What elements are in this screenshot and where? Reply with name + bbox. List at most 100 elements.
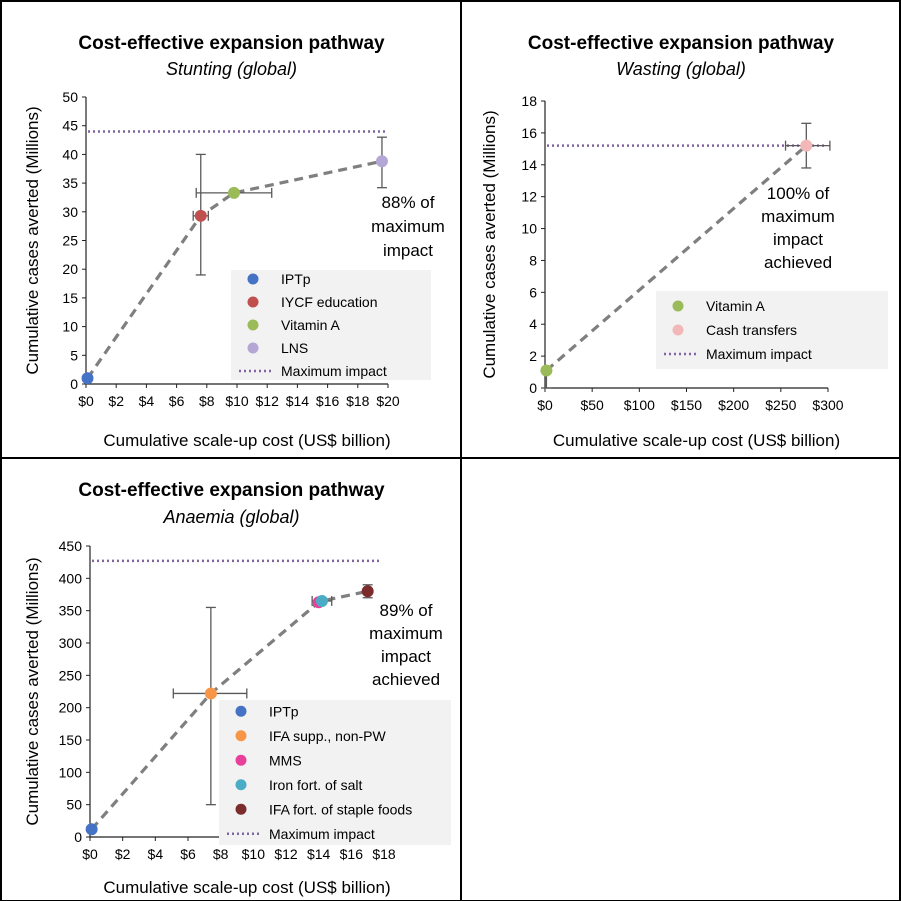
x-tick-label: $10 (225, 393, 249, 409)
legend-marker (247, 273, 259, 285)
y-tick-label: 40 (62, 146, 78, 162)
y-tick-label: 4 (529, 316, 537, 332)
chart-2: Cost-effective expansion pathway Wasting … (480, 33, 888, 450)
y-tick-label: 12 (521, 189, 537, 205)
legend-marker (235, 803, 247, 815)
data-point (375, 155, 388, 168)
legend-label: Vitamin A (706, 298, 766, 314)
y-tick-label: 30 (62, 204, 78, 220)
x-axis-label: Cumulative scale-up cost (US$ billion) (103, 431, 390, 450)
legend-label: Maximum impact (706, 346, 812, 362)
x-tick-label: $8 (199, 393, 215, 409)
y-tick-label: 5 (70, 347, 78, 363)
x-tick-label: $2 (108, 393, 124, 409)
y-axis-label: Cumulative cases averted (Millions) (23, 106, 42, 374)
x-axis-label: Cumulative scale-up cost (US$ billion) (553, 431, 840, 450)
legend-marker (235, 754, 247, 766)
legend-label: Iron fort. of salt (269, 777, 362, 793)
chart-3: Cost-effective expansion pathway Anaemia … (23, 480, 451, 897)
data-point (800, 139, 813, 152)
y-tick-label: 200 (59, 700, 83, 716)
impact-annotation: achieved (764, 253, 832, 272)
impact-annotation: impact (381, 647, 431, 666)
y-tick-label: 16 (521, 125, 537, 141)
x-tick-label: $0 (78, 393, 94, 409)
y-tick-label: 50 (66, 797, 82, 813)
y-tick-label: 35 (62, 175, 78, 191)
y-tick-label: 18 (521, 93, 537, 109)
impact-annotation: 100% of (767, 184, 830, 203)
legend-marker (235, 705, 247, 717)
y-tick-label: 350 (59, 603, 83, 619)
legend-label: IFA supp., non-PW (269, 728, 387, 744)
x-tick-label: $250 (765, 397, 796, 413)
legend-box (656, 291, 888, 369)
legend-label: Maximum impact (281, 363, 387, 379)
x-tick-label: $8 (213, 846, 229, 862)
y-tick-label: 10 (62, 319, 78, 335)
impact-annotation: impact (383, 241, 433, 260)
x-tick-label: $14 (307, 846, 331, 862)
legend-label: IPTp (281, 271, 311, 287)
x-tick-label: $16 (340, 846, 364, 862)
x-tick-label: $12 (256, 393, 280, 409)
data-point (227, 186, 240, 199)
x-tick-label: $14 (286, 393, 310, 409)
y-tick-label: 45 (62, 118, 78, 134)
y-axis-label: Cumulative cases averted (Millions) (23, 557, 42, 825)
chart-subtitle: Anaemia (global) (162, 507, 299, 527)
legend-label: IYCF education (281, 294, 378, 310)
x-tick-label: $4 (148, 846, 164, 862)
impact-annotation: achieved (372, 670, 440, 689)
y-tick-label: 25 (62, 233, 78, 249)
x-tick-label: $20 (376, 393, 400, 409)
x-tick-label: $0 (82, 846, 98, 862)
y-tick-label: 14 (521, 157, 537, 173)
x-tick-label: $50 (580, 397, 604, 413)
x-tick-label: $200 (718, 397, 749, 413)
data-point (540, 364, 553, 377)
y-tick-label: 6 (529, 284, 537, 300)
x-tick-label: $10 (242, 846, 266, 862)
impact-annotation: 89% of (380, 601, 433, 620)
legend-marker (672, 324, 684, 336)
legend-marker (247, 319, 259, 331)
pathway-line (86, 159, 383, 380)
x-tick-label: $300 (812, 397, 843, 413)
y-tick-label: 15 (62, 290, 78, 306)
legend-label: MMS (269, 752, 302, 768)
x-tick-label: $12 (274, 846, 298, 862)
y-tick-label: 0 (529, 380, 537, 396)
impact-annotation: 88% of (382, 193, 435, 212)
legend-marker (247, 342, 259, 354)
pathway-line (545, 144, 808, 372)
data-point (204, 687, 217, 700)
x-tick-label: $18 (372, 846, 396, 862)
legend-label: Cash transfers (706, 322, 797, 338)
data-point (194, 209, 207, 222)
legend-marker (235, 730, 247, 742)
legend-marker (247, 296, 259, 308)
y-tick-label: 100 (59, 764, 83, 780)
y-tick-label: 150 (59, 732, 83, 748)
y-tick-label: 400 (59, 570, 83, 586)
impact-annotation: impact (773, 230, 823, 249)
chart-1: Cost-effective expansion pathway Stunting… (23, 33, 445, 450)
legend-marker (235, 779, 247, 791)
chart-subtitle: Stunting (global) (166, 59, 297, 79)
y-tick-label: 250 (59, 667, 83, 683)
x-tick-label: $150 (671, 397, 702, 413)
x-tick-label: $100 (624, 397, 655, 413)
x-tick-label: $18 (346, 393, 370, 409)
legend-box (231, 270, 431, 380)
y-tick-label: 10 (521, 221, 537, 237)
data-point (81, 372, 94, 385)
chart-title: Cost-effective expansion pathway (78, 480, 385, 501)
chart-title: Cost-effective expansion pathway (78, 33, 385, 54)
legend-label: IFA fort. of staple foods (269, 801, 412, 817)
x-tick-label: $6 (169, 393, 185, 409)
chart-subtitle: Wasting (global) (616, 59, 746, 79)
y-tick-label: 2 (529, 348, 537, 364)
